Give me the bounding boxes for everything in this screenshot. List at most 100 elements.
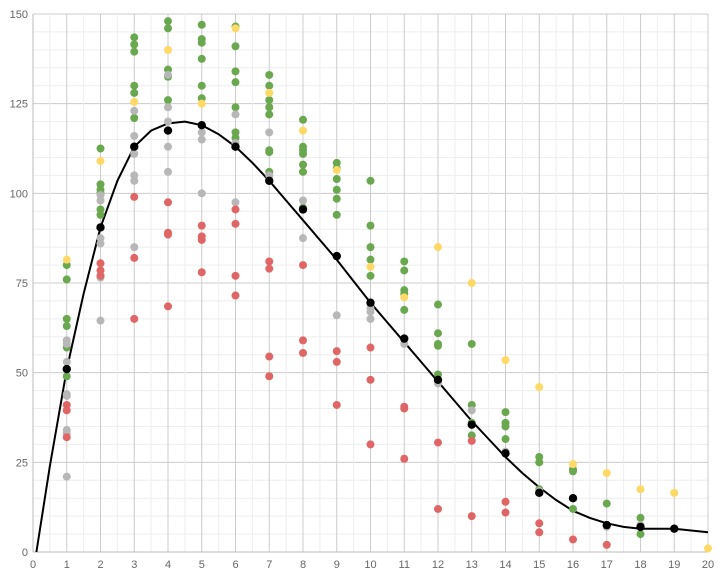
x-tick-label: 12 — [432, 559, 444, 571]
data-point — [400, 257, 409, 266]
data-point — [62, 372, 71, 381]
x-tick-label: 17 — [601, 559, 613, 571]
axes — [32, 14, 708, 553]
data-point — [197, 120, 206, 130]
data-point — [501, 435, 510, 444]
data-point — [434, 300, 442, 309]
data-point — [670, 524, 679, 533]
data-point — [434, 504, 442, 513]
data-point — [265, 264, 274, 273]
data-point — [366, 176, 375, 185]
y-tick-label: 75 — [16, 278, 28, 290]
data-point — [366, 343, 375, 352]
x-tick-label: 15 — [533, 559, 545, 571]
data-point — [265, 81, 274, 90]
y-axis-tick-labels: 0 25 50 75 100 125 150 — [10, 9, 28, 559]
data-point — [366, 262, 375, 271]
data-point — [62, 364, 71, 374]
data-point — [130, 192, 139, 201]
data-point — [535, 519, 544, 528]
data-point — [332, 185, 341, 194]
data-point — [130, 253, 139, 262]
data-point — [164, 17, 172, 26]
data-point — [197, 81, 206, 90]
data-point — [332, 311, 341, 320]
data-point — [164, 117, 172, 126]
data-point — [197, 189, 206, 198]
data-point — [130, 243, 139, 252]
data-point — [299, 115, 307, 124]
data-point — [163, 126, 173, 135]
data-point — [265, 88, 274, 97]
y-tick-label: 100 — [10, 188, 28, 200]
data-point — [332, 174, 341, 183]
data-point — [535, 488, 544, 498]
x-tick-label: 16 — [567, 559, 579, 571]
data-point — [332, 210, 341, 219]
data-point — [366, 307, 375, 316]
data-point — [130, 47, 139, 56]
data-point — [231, 42, 240, 51]
x-tick-label: 13 — [466, 559, 478, 571]
data-point — [130, 114, 139, 123]
y-tick-label: 0 — [22, 547, 28, 559]
y-tick-label: 50 — [16, 368, 28, 380]
data-point — [96, 210, 105, 219]
data-point — [332, 347, 341, 356]
data-point — [231, 67, 240, 76]
x-tick-label: 1 — [64, 559, 70, 571]
data-point — [400, 454, 409, 463]
data-point — [62, 322, 71, 331]
data-point — [332, 166, 341, 175]
x-tick-label: 4 — [165, 559, 171, 571]
data-point — [400, 266, 409, 275]
data-point — [62, 314, 71, 323]
data-point — [62, 275, 71, 284]
data-point — [299, 234, 307, 243]
data-point — [434, 243, 442, 252]
data-point — [62, 433, 71, 442]
data-point — [299, 261, 307, 270]
data-point — [501, 449, 510, 458]
data-point — [130, 33, 139, 42]
data-point — [130, 149, 139, 158]
data-point — [130, 176, 139, 185]
data-point — [231, 205, 240, 214]
data-point — [62, 406, 71, 415]
data-points — [62, 17, 712, 553]
data-point — [467, 420, 476, 429]
data-point — [62, 255, 71, 264]
data-point — [636, 513, 645, 522]
x-tick-label: 0 — [30, 559, 36, 571]
data-point — [130, 88, 139, 97]
data-point — [265, 257, 274, 266]
data-point — [197, 128, 206, 137]
data-point — [164, 230, 172, 239]
data-point — [636, 522, 645, 532]
x-tick-label: 8 — [300, 559, 306, 571]
data-point — [602, 469, 611, 478]
x-tick-label: 11 — [399, 559, 410, 571]
data-point — [299, 196, 307, 205]
data-point — [130, 142, 139, 151]
data-point — [332, 194, 341, 203]
data-point — [568, 494, 578, 503]
data-point — [332, 357, 341, 366]
data-point — [299, 149, 307, 158]
data-point — [400, 334, 409, 343]
data-point — [164, 103, 172, 112]
data-point — [299, 160, 307, 169]
data-point — [62, 472, 71, 481]
data-point — [197, 235, 206, 244]
data-point — [96, 239, 105, 248]
data-point — [535, 458, 544, 467]
data-point — [602, 499, 611, 508]
data-point — [501, 497, 510, 506]
x-tick-label: 14 — [499, 559, 511, 571]
data-point — [704, 544, 712, 553]
data-point — [231, 110, 240, 119]
data-point — [265, 103, 274, 112]
x-tick-label: 7 — [266, 559, 272, 571]
data-point — [298, 205, 308, 214]
